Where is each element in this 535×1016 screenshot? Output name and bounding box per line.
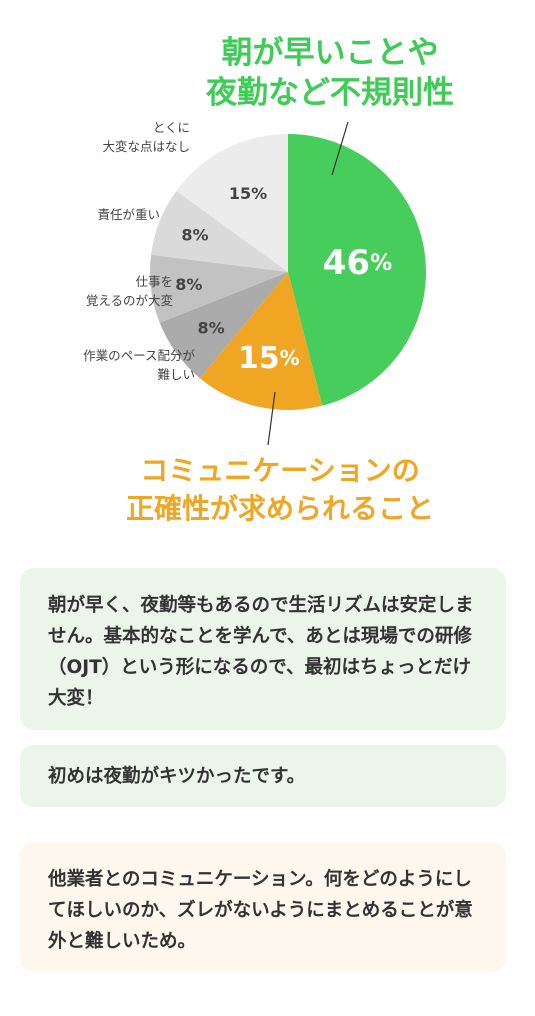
- slice-responsibility: [151, 190, 288, 272]
- label-learn-line2: 覚えるのが大変: [85, 293, 173, 308]
- comment-text-2: 初めは夜勤がキツかったです。: [48, 766, 306, 787]
- label-none-line2: 大変な点はなし: [102, 139, 190, 154]
- comment-text-1: 朝が早く、夜勤等もあるので生活リズムは安定しません。基本的なことを学んで、あとは…: [48, 595, 474, 709]
- pie-chart-area: 46% 15% 8% 8% 8% 15% 朝が早いことや 夜勤など不規則性 コミュニケーシ…: [83, 33, 480, 528]
- label-none-line1: とくに: [152, 120, 190, 135]
- slice-communication: [200, 272, 323, 411]
- leader-line-irregular-hours: [331, 121, 349, 176]
- callout-orange-line2: 正確性が求められること: [125, 492, 434, 525]
- label-learning: 仕事を 覚えるのが大変: [86, 272, 173, 310]
- callout-green-line2: 夜勤など不規則性: [206, 75, 454, 111]
- slice-responsibility-value-label: 8%: [181, 226, 208, 245]
- pie-chart: 46% 15% 8% 8% 8% 15%: [150, 121, 427, 446]
- slice-irregular-hours-value-label: 46%: [323, 243, 392, 283]
- comment-card-2: 初めは夜勤がキツかったです。: [20, 745, 506, 807]
- leader-line-communication: [267, 391, 276, 446]
- label-nothing-hard: とくに 大変な点はなし: [102, 118, 190, 156]
- slice-pace-value-label: 8%: [198, 318, 225, 337]
- label-pace: 作業のペース配分が 難しい: [83, 346, 195, 384]
- label-learn-line1: 仕事を: [135, 274, 173, 289]
- comment-card-1: 朝が早く、夜勤等もあるので生活リズムは安定しません。基本的なことを学んで、あとは…: [20, 568, 506, 730]
- slice-learning: [150, 254, 288, 323]
- slice-pace: [159, 272, 288, 379]
- label-pace-line1: 作業のペース配分が: [83, 348, 195, 363]
- slice-irregular-hours: [288, 134, 427, 406]
- comment-text-3: 他業者とのコミュニケーション。何をどのようにしてほしいのか、ズレがないようにまと…: [48, 869, 473, 952]
- slice-nothing-hard: [176, 134, 288, 272]
- callout-irregular-hours: 朝が早いことや 夜勤など不規則性: [180, 33, 480, 113]
- slice-nothing-hard-value-label: 15%: [229, 184, 267, 203]
- label-responsibility: 責任が重い: [97, 205, 160, 224]
- callout-orange-line1: コミュニケーションの: [140, 454, 420, 487]
- label-responsibility-text: 責任が重い: [97, 207, 160, 222]
- label-pace-line2: 難しい: [157, 367, 195, 382]
- comment-card-3: 他業者とのコミュニケーション。何をどのようにしてほしいのか、ズレがないようにまと…: [20, 842, 506, 972]
- slice-learning-value-label: 8%: [175, 275, 202, 294]
- callout-communication: コミュニケーションの 正確性が求められること: [95, 452, 465, 528]
- slice-communication-value-label: 15%: [238, 340, 300, 375]
- callout-green-line1: 朝が早いことや: [221, 35, 439, 71]
